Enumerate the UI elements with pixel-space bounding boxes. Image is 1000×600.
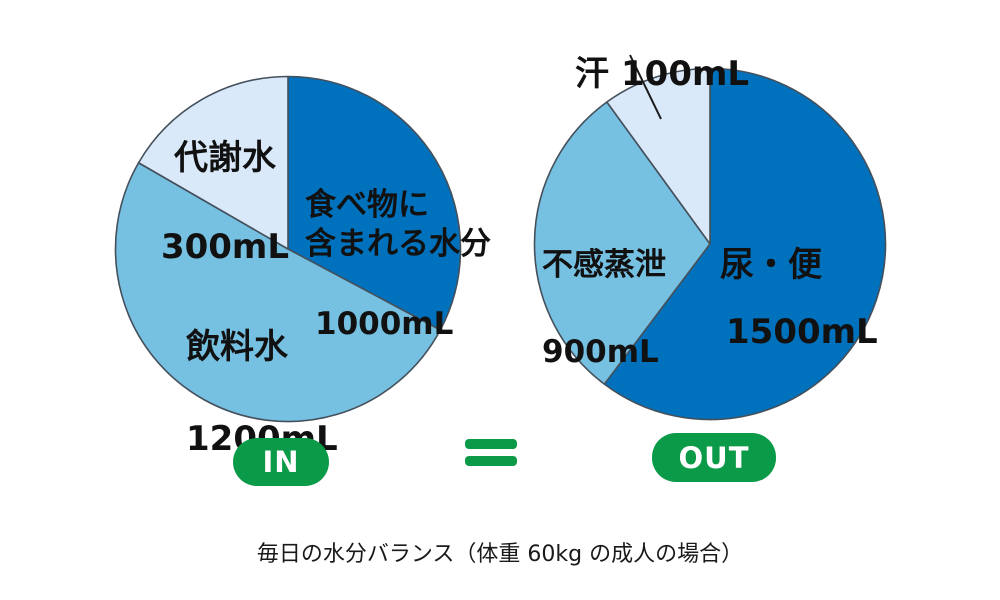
slice-label-metabolic-water: 代謝水 300mL (150, 92, 300, 313)
pie-slice-urine-feces (603, 67, 887, 421)
slice-name: 飲料水 (186, 326, 288, 367)
slice-name: 尿・便 (720, 245, 822, 286)
slice-value: 1000mL (315, 305, 454, 342)
slice-value: 900mL (542, 334, 659, 371)
pie-slice-metabolic-water (137, 75, 289, 250)
pie-chart-out (533, 67, 887, 421)
pie-slice-insensible-perspiration (533, 101, 711, 385)
out-badge: OUT (652, 433, 776, 482)
slice-value: 1500mL (726, 312, 878, 353)
slice-name: 食べ物に 含まれる水分 (305, 186, 491, 263)
slice-value: 100mL (621, 54, 750, 95)
slice-value: 300mL (160, 226, 290, 267)
slice-name: 代謝水 (174, 138, 276, 179)
slice-label-insensible-perspiration: 不感蒸泄 900mL (542, 201, 666, 418)
pie-slice-drinking-water (114, 161, 442, 423)
slice-label-urine-feces: 尿・便 (720, 199, 822, 287)
pie-chart-in (114, 75, 462, 423)
slice-name: 汗 (575, 54, 609, 95)
slice-name: 不感蒸泄 (542, 247, 666, 284)
slice-label-sweat: 汗 100mL (575, 8, 749, 96)
equals-bar-bottom (465, 456, 517, 466)
in-badge: IN (233, 438, 329, 486)
chart-caption: 毎日の水分バランス（体重 60kg の成人の場合） (256, 542, 744, 567)
equals-icon (465, 439, 517, 466)
slice-value-urine-feces: 1500mL (726, 266, 878, 354)
slice-label-food-moisture: 食べ物に 含まれる水分 1000mL (305, 146, 491, 384)
equals-bar-top (465, 439, 517, 449)
pie-slice-food-moisture (287, 75, 462, 331)
